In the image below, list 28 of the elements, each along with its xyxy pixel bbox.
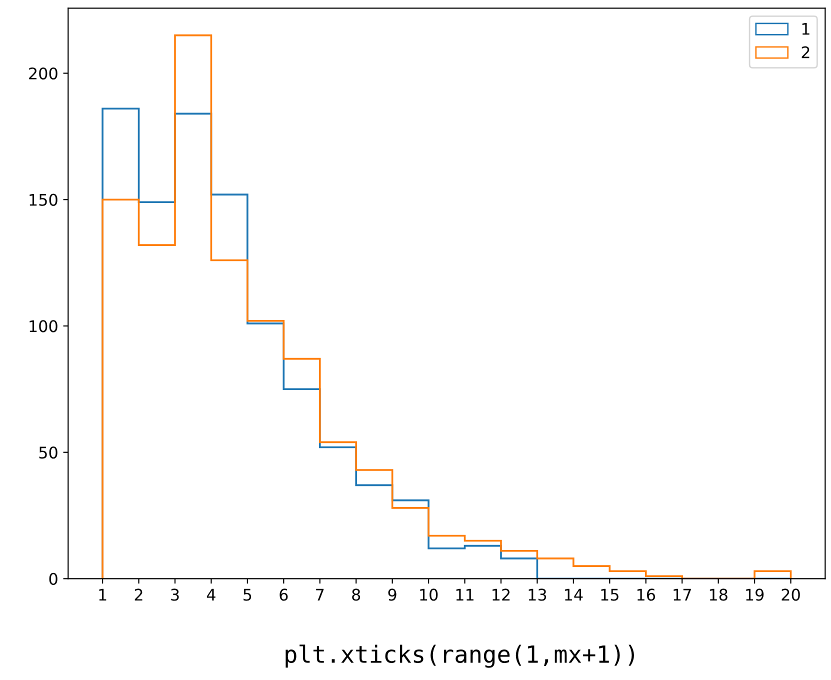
x-tick-label: 3 xyxy=(171,588,179,601)
x-tick-label: 2 xyxy=(134,588,142,601)
y-tick-label: 150 xyxy=(30,194,58,206)
y-tick-label: 0 xyxy=(49,572,58,585)
y-tick-label: 50 xyxy=(39,446,58,459)
x-tick-label: 13 xyxy=(528,588,546,601)
x-tick-label: 18 xyxy=(710,588,728,601)
x-tick-label: 4 xyxy=(206,588,216,601)
x-tick-label: 20 xyxy=(782,588,800,601)
x-tick-label: 9 xyxy=(388,588,396,601)
x-tick-label: 17 xyxy=(674,588,691,601)
x-tick-label: 14 xyxy=(565,588,583,601)
x-tick-label: 1 xyxy=(99,588,106,601)
y-tick-label: 200 xyxy=(29,67,58,80)
x-tick-label: 5 xyxy=(244,588,252,601)
legend-label: 2 xyxy=(802,46,810,58)
x-tick-label: 16 xyxy=(637,588,656,601)
x-tick-label: 11 xyxy=(456,588,474,601)
text: plt.xticks(range(1,mx+1)) xyxy=(286,644,634,668)
x-tick-label: 19 xyxy=(746,588,764,601)
x-tick-label: 15 xyxy=(601,588,618,601)
x-tick-label: 12 xyxy=(492,588,510,601)
x-tick-label: 10 xyxy=(420,588,438,601)
x-tick-label: 6 xyxy=(280,588,288,601)
x-tick-label: 8 xyxy=(352,588,360,601)
legend-label: 1 xyxy=(802,23,810,35)
x-tick-label: 7 xyxy=(316,588,324,601)
y-tick-label: 100 xyxy=(30,320,58,332)
